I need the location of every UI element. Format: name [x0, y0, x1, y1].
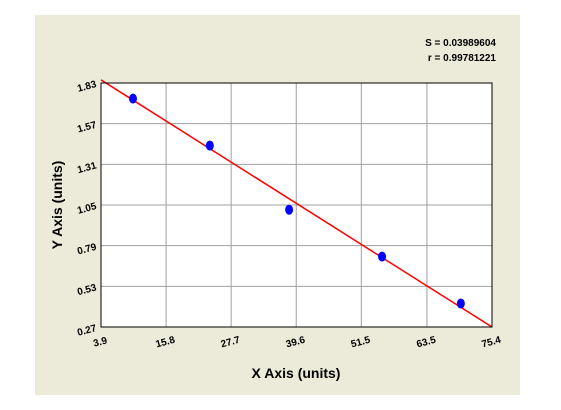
- data-point: [285, 204, 294, 215]
- y-tick-label: 1.05: [76, 201, 98, 217]
- data-point: [378, 251, 387, 262]
- y-tick-label: 1.83: [76, 79, 98, 95]
- y-tick-label: 0.53: [76, 282, 98, 298]
- x-tick-label: 3.9: [92, 335, 109, 349]
- x-tick-label: 63.5: [415, 335, 437, 351]
- data-point: [456, 298, 465, 309]
- x-tick-label: 27.7: [220, 335, 242, 351]
- y-tick-label: 0.79: [76, 242, 98, 258]
- x-tick-label: 75.4: [481, 335, 503, 351]
- data-point: [205, 140, 214, 151]
- y-tick-label: 1.57: [76, 120, 98, 136]
- fit-line: [100, 79, 493, 328]
- x-axis-label: X Axis (units): [252, 365, 341, 381]
- data-point: [128, 93, 137, 104]
- plot-border: [100, 82, 493, 328]
- y-axis-label: Y Axis (units): [49, 161, 65, 250]
- x-tick-label: 39.6: [285, 335, 307, 351]
- marks: [100, 79, 493, 328]
- x-tick-label: 15.8: [155, 335, 177, 351]
- annotation: r = 0.99781221: [428, 53, 497, 64]
- y-tick-label: 1.31: [76, 160, 98, 176]
- annotation: S = 0.03989604: [425, 38, 496, 49]
- x-tick-label: 51.5: [350, 335, 372, 351]
- y-tick-label: 0.27: [76, 323, 98, 339]
